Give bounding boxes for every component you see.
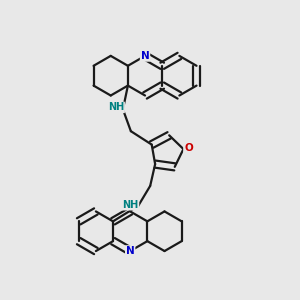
Text: O: O	[184, 143, 193, 153]
Text: NH: NH	[108, 102, 124, 112]
Text: NH: NH	[122, 200, 139, 210]
Text: N: N	[141, 51, 149, 61]
Text: N: N	[126, 246, 135, 256]
